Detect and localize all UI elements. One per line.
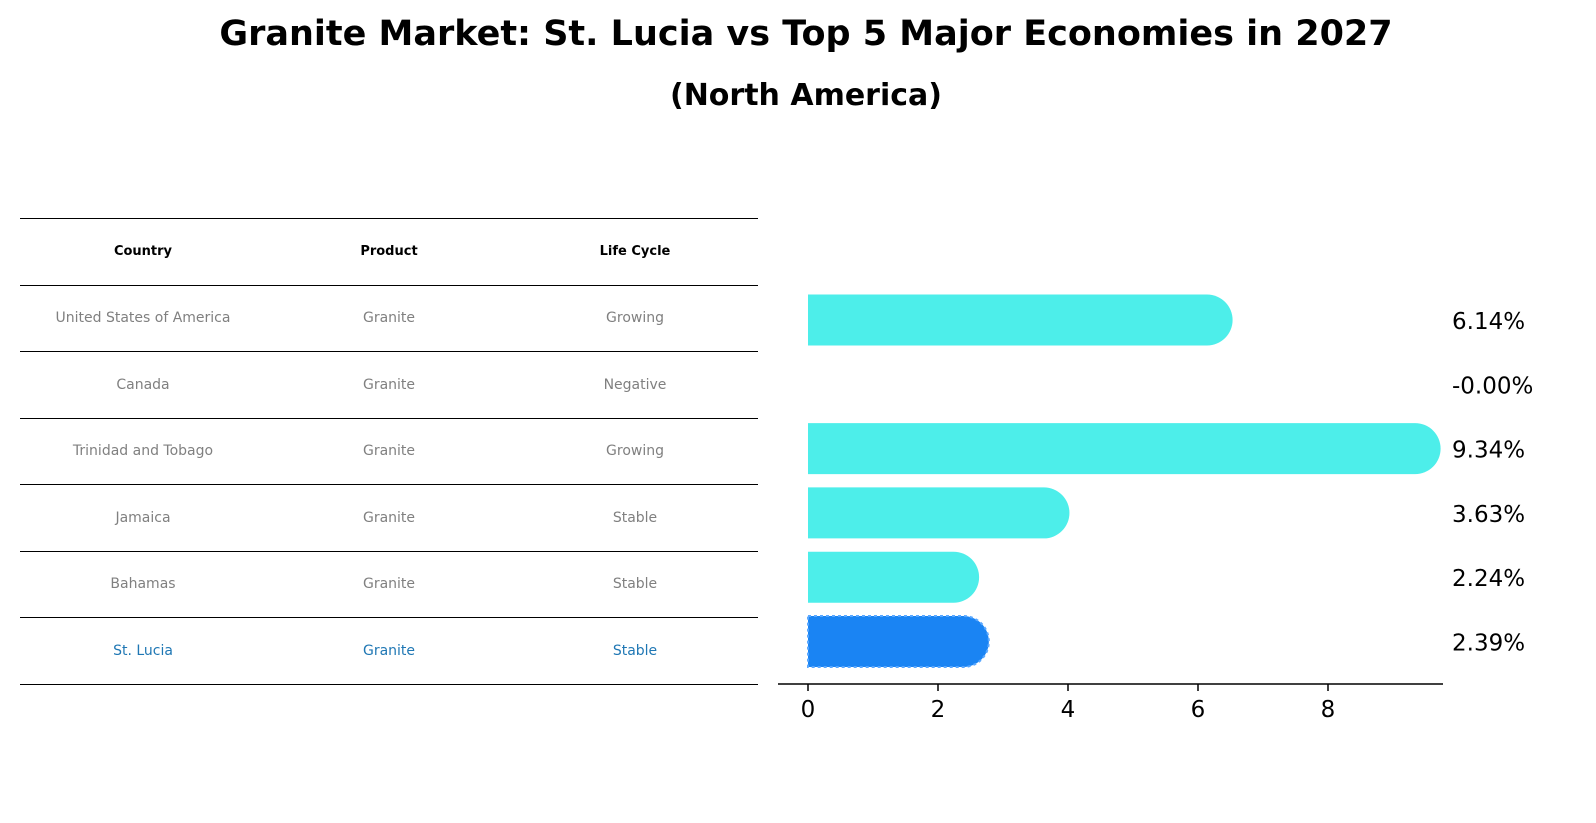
x-tick-label: 0 — [801, 697, 816, 723]
data-label: 2.24% — [1452, 566, 1525, 592]
life-cycle-cell: Negative — [603, 376, 667, 393]
country-cell: Canada — [116, 376, 170, 393]
chart-subtitle: (North America) — [669, 78, 942, 113]
product-cell: Granite — [362, 310, 416, 327]
country-cell: Jamaica — [115, 509, 171, 526]
product-cell: Granite — [362, 443, 416, 460]
x-tick-label: 6 — [1191, 697, 1206, 723]
country-cell: United States of America — [55, 310, 231, 327]
country-cell: Trinidad and Tobago — [72, 443, 214, 460]
table-row: Jamaica Granite Stable — [20, 485, 758, 552]
x-tick-label: 8 — [1321, 697, 1336, 723]
data-label: 2.39% — [1452, 631, 1525, 657]
bar-united-states-of-america — [808, 294, 1233, 346]
product-cell: Granite — [362, 642, 416, 659]
x-tick-label: 2 — [931, 697, 946, 723]
table-row-highlight: St. Lucia Granite Stable — [20, 618, 758, 685]
table-row: United States of America Granite Growing — [20, 286, 758, 352]
life-cycle-cell: Stable — [612, 642, 658, 659]
data-label: 6.14% — [1452, 309, 1525, 335]
life-cycle-cell: Growing — [606, 310, 664, 327]
table-row: Trinidad and Tobago Granite Growing — [20, 419, 758, 485]
table-row: Canada Granite Negative — [20, 352, 758, 419]
life-cycle-cell: Stable — [612, 576, 658, 593]
header-country: Country — [113, 244, 173, 260]
data-label: 3.63% — [1452, 502, 1525, 528]
table-header-row: Country Product Life Cycle — [20, 218, 758, 286]
x-tick-label: 4 — [1061, 697, 1076, 723]
product-cell: Granite — [362, 509, 416, 526]
product-cell: Granite — [362, 576, 416, 593]
data-label: -0.00% — [1452, 373, 1533, 399]
table-row: Bahamas Granite Stable — [20, 552, 758, 618]
product-cell: Granite — [362, 376, 416, 393]
bar-chart: 6.14% -0.00% 9.34% 3.63% 2.24% 2.39% 0 2 4 6 8 — [778, 294, 1533, 723]
bar-bahamas — [808, 551, 980, 603]
bar-st-lucia — [807, 615, 990, 668]
life-cycle-cell: Stable — [612, 509, 658, 526]
header-product: Product — [360, 244, 418, 260]
bar-trinidad-and-tobago — [808, 423, 1441, 475]
country-cell: Bahamas — [110, 576, 176, 593]
data-table: Country Product Life Cycle United States… — [20, 218, 758, 685]
chart-title: Granite Market: St. Lucia vs Top 5 Major… — [219, 14, 1393, 54]
header-life-cycle: Life Cycle — [599, 244, 671, 260]
bar-jamaica — [808, 487, 1070, 539]
country-cell: St. Lucia — [113, 642, 173, 659]
data-label: 9.34% — [1452, 438, 1525, 464]
life-cycle-cell: Growing — [606, 443, 664, 460]
